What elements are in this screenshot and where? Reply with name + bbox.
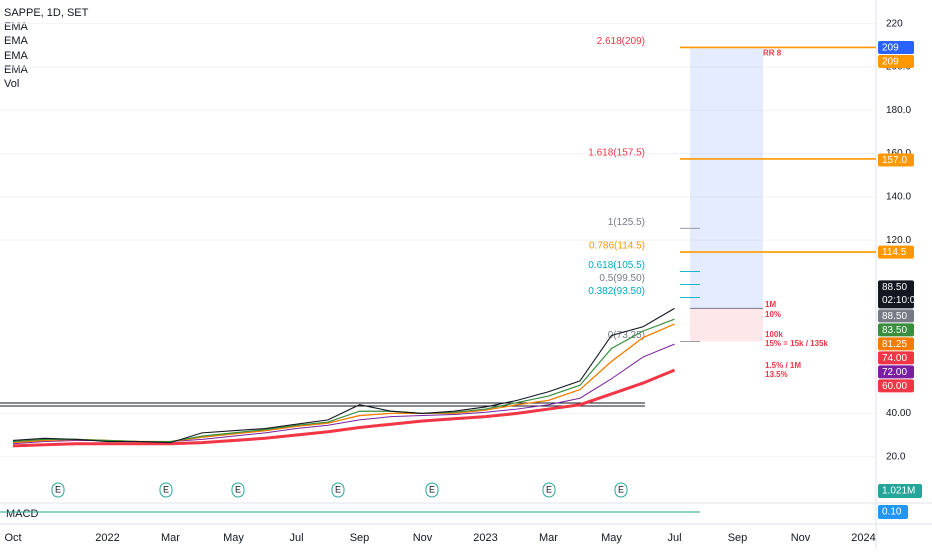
price-tag <box>878 351 914 365</box>
x-tick-label: Oct <box>4 532 21 544</box>
fib-label: 1(125.5) <box>608 217 645 228</box>
x-tick-label: Jul <box>289 532 303 544</box>
event-marker <box>231 482 245 498</box>
position-label: RR 8 <box>763 49 782 58</box>
event-marker <box>614 482 628 498</box>
x-tick-label: Nov <box>791 532 811 544</box>
event-marker <box>542 482 556 498</box>
price-tag <box>878 337 914 351</box>
x-tick-label: Sep <box>728 532 748 544</box>
price-tag <box>878 365 914 379</box>
price-tag-label: 157.0 <box>882 155 907 166</box>
fib-label: 0(73.25) <box>608 330 645 341</box>
event-marker <box>331 482 345 498</box>
x-tick-label: 2022 <box>95 532 119 544</box>
event-label: E <box>163 484 169 494</box>
indicator: EMA <box>4 50 29 62</box>
volume-tag-label: 1.021M <box>882 486 915 497</box>
position-label: 10% <box>765 310 781 319</box>
x-tick-label: Jul <box>667 532 681 544</box>
y-tick-label: 180.0 <box>886 105 911 116</box>
event-label: E <box>55 484 61 494</box>
fib-label: 0.618(105.5) <box>588 260 645 271</box>
fib-label: 1.618(157.5) <box>588 148 645 159</box>
x-tick-label: May <box>223 532 244 544</box>
position-label: 1.5% / 1M <box>765 361 801 370</box>
indicator: EMA <box>4 35 29 47</box>
event-label: E <box>335 484 341 494</box>
y-tick-label: 220 <box>886 18 903 29</box>
y-tick-label: 40.00 <box>886 408 911 419</box>
x-tick-label: Mar <box>161 532 180 544</box>
x-tick-label: Nov <box>413 532 433 544</box>
symbol: SAPPE, 1D, SET <box>4 7 89 19</box>
loss-zone <box>690 308 763 342</box>
x-tick-label: 2024 <box>851 532 875 544</box>
event-marker <box>159 482 173 498</box>
price-tag-label: 81.25 <box>882 339 907 350</box>
price-tag-label: 209 <box>882 57 899 68</box>
volume-tag <box>878 484 922 498</box>
fib-label: 0.5(99.50) <box>599 273 645 284</box>
macd-tag-label: 0.10 <box>882 507 902 518</box>
price-tag-label: 60.00 <box>882 381 907 392</box>
event-label: E <box>546 484 552 494</box>
price-tag-label: 209 <box>882 43 899 54</box>
macd-label: MACD <box>6 508 38 520</box>
price-tag-label: 72.00 <box>882 367 907 378</box>
x-tick-label: May <box>601 532 622 544</box>
price-tag-label: 74.00 <box>882 353 907 364</box>
price-tag <box>878 323 914 337</box>
series-line <box>12 307 675 444</box>
x-tick-label: 2023 <box>473 532 497 544</box>
price-tag <box>878 40 914 54</box>
price-tag <box>878 245 914 259</box>
position-label: 100k <box>765 330 783 339</box>
price-tag-label: 88.50 <box>882 282 907 293</box>
series-line <box>12 368 676 448</box>
y-tick-label: 120.0 <box>886 235 911 246</box>
x-tick-label: Sep <box>350 532 370 544</box>
indicator: Vol <box>4 78 19 90</box>
fib-label: 0.786(114.5) <box>589 241 645 252</box>
macd-tag <box>878 505 908 519</box>
event-marker <box>51 482 65 498</box>
indicator: EMA <box>4 64 29 76</box>
position-label: 15% = 15k / 135k <box>765 339 828 348</box>
price-tag <box>878 54 914 68</box>
x-tick-label: Mar <box>539 532 558 544</box>
event-label: E <box>618 484 624 494</box>
price-tag-sub: 02:10:01 <box>882 295 921 306</box>
y-tick-label: 20.0 <box>886 451 906 462</box>
position-label: 13.5% <box>765 370 788 379</box>
price-tag-label: 114.5 <box>882 247 907 258</box>
event-label: E <box>429 484 435 494</box>
price-tag-label: 83.50 <box>882 325 907 336</box>
event-label: E <box>235 484 241 494</box>
price-tag-label: 88.50 <box>882 311 907 322</box>
fib-label: 0.382(93.50) <box>588 286 645 297</box>
profit-zone <box>690 47 763 309</box>
price-tag <box>878 153 914 167</box>
price-tag <box>878 309 914 323</box>
indicator: EMA <box>4 21 29 33</box>
position-label: 1M <box>765 300 776 309</box>
price-tag <box>878 379 914 393</box>
event-marker <box>425 482 439 498</box>
fib-label: 2.618(209) <box>597 36 645 47</box>
price-tag <box>878 280 914 309</box>
y-tick-label: 140.0 <box>886 192 911 203</box>
